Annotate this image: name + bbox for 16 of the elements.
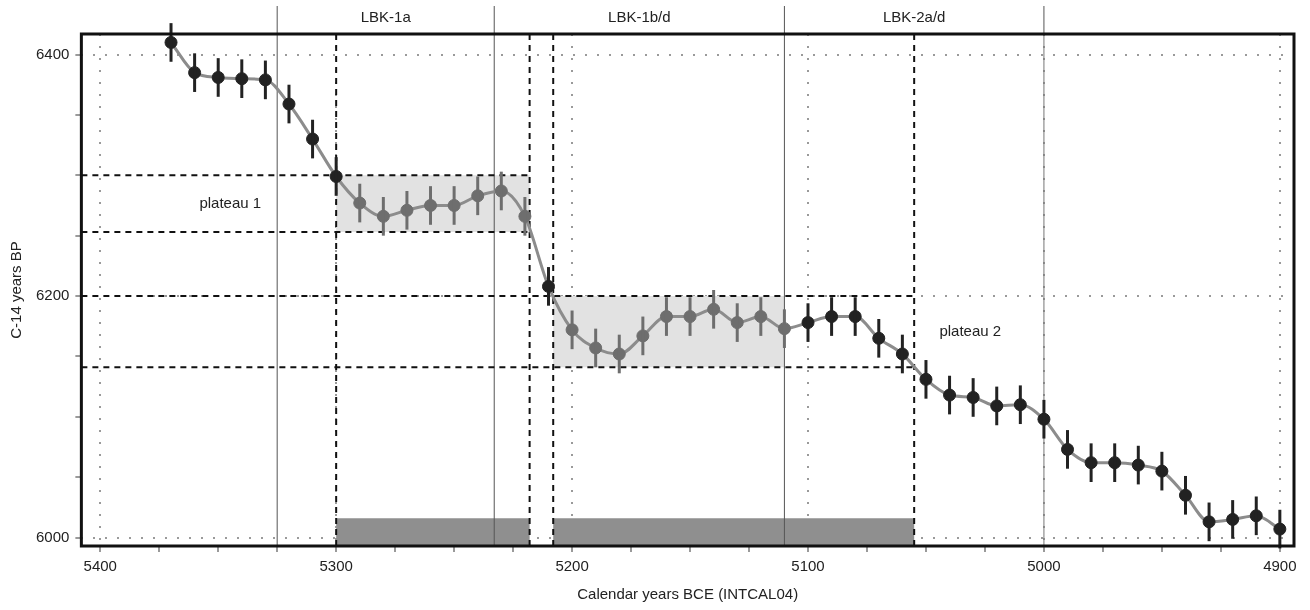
x-axis-title: Calendar years BCE (INTCAL04) <box>577 585 799 603</box>
x-tick-label: 5100 <box>791 557 825 575</box>
y-tick-label: 6400 <box>35 44 70 62</box>
x-tick-label: 5400 <box>83 557 117 575</box>
annotation: plateau 1 <box>199 193 262 211</box>
x-tick-label: 5200 <box>555 557 589 575</box>
text: LBK-1a <box>360 8 412 26</box>
x-tick-label: 5300 <box>319 557 353 575</box>
y-tick-label: 6200 <box>35 286 70 304</box>
annotation: plateau 2 <box>939 321 1002 339</box>
text: LBK-2a/d <box>882 8 946 26</box>
y-axis-title: C-14 years BP <box>7 241 25 339</box>
text: LBK-1b/d <box>608 8 671 26</box>
x-tick-label: 5000 <box>1027 557 1061 575</box>
x-tick-label: 4900 <box>1263 557 1297 575</box>
y-tick-label: 6000 <box>35 527 70 545</box>
